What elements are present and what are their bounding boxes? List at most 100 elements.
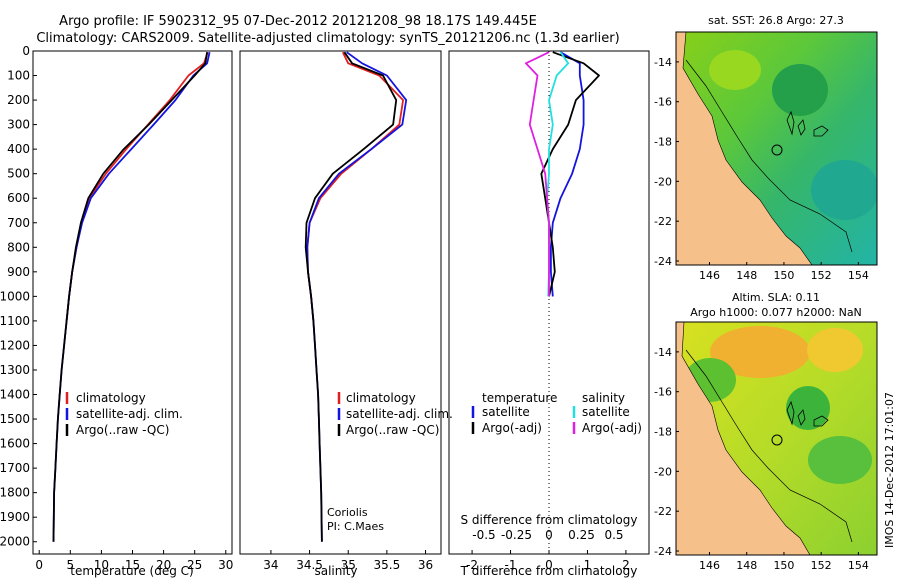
x-top-tick-label: 0.5	[604, 528, 623, 542]
diff-legend-sal-argo: Argo(-adj)	[582, 421, 642, 435]
sla-map-image	[676, 322, 877, 555]
series-line-satellite	[550, 51, 585, 297]
legend-argo: Argo(..raw -QC)	[346, 423, 439, 437]
depth-tick-label: 0	[22, 44, 30, 58]
depth-tick-label: 1900	[0, 510, 30, 524]
temperature-x-axis: 0 5 10 15 20 25 30	[35, 550, 233, 572]
depth-tick-label: 1200	[0, 338, 30, 352]
x-tick-label: 34.5	[296, 558, 323, 572]
x-top-tick-label: 0.25	[568, 528, 595, 542]
map-lat-label: -24	[654, 255, 672, 268]
temperature-legend: climatology satellite-adj. clim. Argo(..…	[65, 391, 183, 437]
temperature-panel: 0100200300400500600700800900100011001200…	[0, 44, 233, 578]
sst-map-title: sat. SST: 26.8 Argo: 27.3	[708, 14, 844, 27]
sst-map-frame	[675, 31, 878, 266]
diff-legend-salinity-header: salinity	[582, 391, 625, 405]
difference-series	[525, 51, 600, 297]
timestamp-label: IMOS 14-Dec-2012 17:01:07	[883, 392, 896, 548]
map-lat-label: -16	[654, 96, 672, 109]
x-tick-label: 35	[341, 558, 356, 572]
x-tick-label: 36	[418, 558, 433, 572]
depth-tick-label: 300	[7, 118, 30, 132]
depth-tick-label: 700	[7, 216, 30, 230]
sst-patch	[811, 160, 877, 220]
salinity-x-axis: 34 34.5 35 35.5 36	[263, 550, 433, 572]
difference-legend: temperature salinity satellite Argo(-adj…	[471, 391, 642, 435]
map-lon-label: 154	[848, 269, 869, 282]
sla-map-panel: Altim. SLA: 0.11 Argo h1000: 0.077 h2000…	[654, 291, 878, 572]
sla-patch	[786, 386, 830, 430]
depth-tick-label: 900	[7, 265, 30, 279]
map-lon-label: 146	[699, 559, 720, 572]
sst-patch	[772, 64, 828, 116]
depth-axis: 0 100 200 300 400 500 600 700 800 900 1000 1100 1200…	[0, 44, 37, 549]
sst-argo-marker	[771, 144, 783, 156]
map-lat-label: -16	[654, 386, 672, 399]
difference-xlabel-salinity: S difference from climatology	[461, 513, 638, 527]
x-tick-label: 35.5	[374, 558, 401, 572]
depth-tick-label: 400	[7, 142, 30, 156]
series-line-climatology	[306, 51, 405, 321]
sst-patch	[709, 50, 761, 90]
depth-tick-label: 600	[7, 191, 30, 205]
map-lat-label: -14	[654, 346, 672, 359]
x-tick-label: 20	[156, 558, 171, 572]
temperature-frame	[32, 50, 233, 555]
sst-land	[676, 32, 813, 265]
sla-land	[676, 322, 811, 555]
depth-tick-label: 1000	[0, 289, 30, 303]
series-line-argo	[304, 51, 398, 542]
x-tick-label: 1	[584, 558, 592, 572]
temperature-xlabel: temperature (deg C)	[70, 564, 193, 578]
x-tick-label: 30	[218, 558, 233, 572]
legend-climatology: climatology	[76, 391, 146, 405]
sst-map-image	[676, 32, 877, 265]
sla-map-title-line2: Argo h1000: 0.077 h2000: NaN	[690, 306, 862, 319]
map-lon-label: 150	[773, 559, 794, 572]
diff-legend-temp-satellite: satellite	[482, 405, 530, 419]
sla-map-title-line1: Altim. SLA: 0.11	[732, 291, 820, 304]
x-tick-label: -1	[505, 558, 517, 572]
map-lon-label: 150	[773, 269, 794, 282]
map-lat-label: -14	[654, 56, 672, 69]
figure-title-line1: Argo profile: IF 5902312_95 07-Dec-2012 …	[59, 14, 537, 29]
salinity-legend: climatology satellite-adj. clim. Argo(..…	[337, 391, 453, 437]
map-lat-label: -20	[654, 175, 672, 188]
figure-title-line2: Climatology: CARS2009. Satellite-adjuste…	[36, 31, 619, 46]
diff-legend-sal-satellite: satellite	[582, 405, 630, 419]
salinity-series	[304, 51, 408, 542]
series-line-satellite	[52, 52, 211, 542]
x-tick-label: 5	[66, 558, 74, 572]
depth-tick-label: 1100	[0, 314, 30, 328]
sla-patch	[807, 328, 863, 372]
series-line-argo	[540, 51, 600, 297]
legend-argo: Argo(..raw -QC)	[76, 423, 169, 437]
depth-tick-label: 1500	[0, 412, 30, 426]
depth-tick-label: 500	[7, 167, 30, 181]
depth-tick-label: 1700	[0, 461, 30, 475]
x-top-tick-label: -0.5	[472, 528, 495, 542]
difference-frame	[448, 50, 650, 555]
x-tick-label: 0	[545, 558, 553, 572]
legend-climatology: climatology	[346, 391, 416, 405]
map-lon-label: 148	[736, 269, 757, 282]
map-lat-label: -20	[654, 465, 672, 478]
map-lat-label: -24	[654, 545, 672, 558]
sst-isobath	[685, 59, 853, 253]
legend-satellite: satellite-adj. clim.	[346, 407, 453, 421]
map-lon-label: 148	[736, 559, 757, 572]
sst-reefs	[786, 110, 829, 137]
legend-satellite: satellite-adj. clim.	[76, 407, 183, 421]
sla-isobath	[685, 349, 853, 543]
sst-map-axes: 146 148 150 152 154 -14 -16 -18 -20 -22 -24	[654, 56, 869, 282]
sla-map-axes: 146 148 150 152 154 -14 -16 -18 -20 -22 -24	[654, 346, 869, 572]
series-line-argo	[52, 52, 208, 542]
series-line-argo_salinity	[525, 51, 550, 297]
temperature-series	[52, 51, 211, 542]
salinity-xlabel: salinity	[314, 564, 357, 578]
difference-xlabel-temperature: T difference from climatology	[460, 564, 638, 578]
depth-tick-label: 1600	[0, 437, 30, 451]
map-lat-label: -22	[654, 505, 672, 518]
